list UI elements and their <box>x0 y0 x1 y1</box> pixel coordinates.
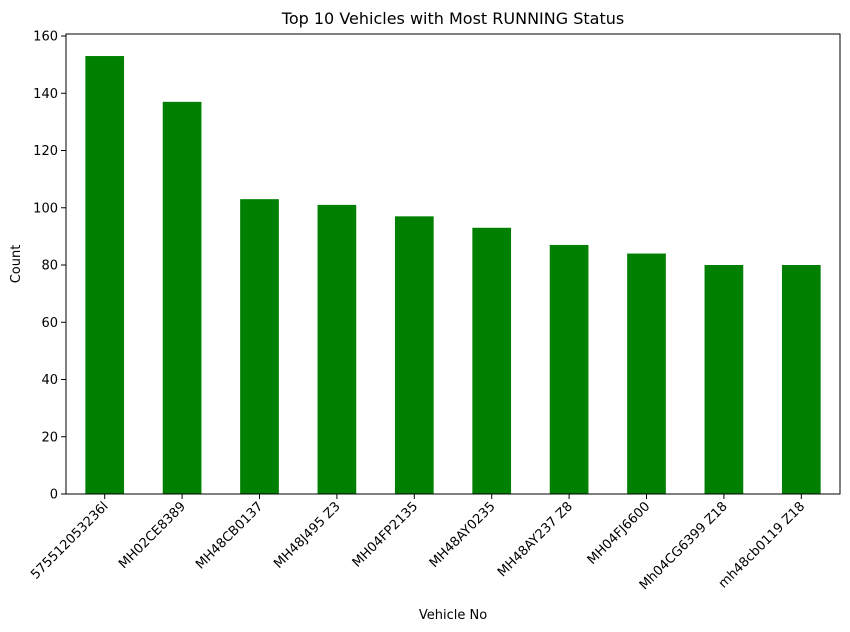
y-tick-label: 80 <box>41 259 58 274</box>
y-tick-label: 20 <box>41 430 58 445</box>
bar-2 <box>162 101 202 494</box>
bar-5 <box>394 216 434 494</box>
bar-6 <box>472 227 512 494</box>
x-tick-label: MH48J495 Z3 <box>271 499 343 571</box>
y-tick-label: 40 <box>41 373 58 388</box>
bars-group <box>85 56 821 494</box>
x-tick-label: MH48AY0235 <box>427 499 499 571</box>
y-tick-label: 120 <box>33 144 58 159</box>
bar-3 <box>240 199 279 494</box>
bar-7 <box>549 244 589 494</box>
x-tick-label: mh48cb0119 Z18 <box>716 499 808 591</box>
y-tick-label: 60 <box>41 316 58 331</box>
bar-9 <box>704 265 744 494</box>
bar-10 <box>781 265 821 494</box>
x-tick-label: MH48CB0137 <box>193 499 266 572</box>
y-tick-label: 140 <box>33 87 58 102</box>
x-tick-label: 575512053236l <box>28 499 111 582</box>
y-axis: 0 20 40 60 80 100 120 140 160 <box>33 30 66 503</box>
x-axis-title: Vehicle No <box>419 608 487 623</box>
bar-8 <box>627 253 666 494</box>
plot-frame <box>65 33 841 495</box>
x-axis: 575512053236l MH02CE8389 MH48CB0137 MH48J49… <box>28 494 808 593</box>
x-tick-label: MH04FP2135 <box>350 499 421 570</box>
bar-4 <box>317 204 357 494</box>
x-tick-label: MH02CE8389 <box>116 499 189 572</box>
y-axis-title: Count <box>9 245 24 284</box>
chart-title: Top 10 Vehicles with Most RUNNING Status <box>281 9 624 28</box>
bar-1 <box>85 56 125 494</box>
y-tick-label: 100 <box>33 201 58 216</box>
y-tick-label: 0 <box>50 488 58 503</box>
x-tick-label: MH48AY237 Z8 <box>495 499 576 580</box>
y-tick-label: 160 <box>33 30 58 45</box>
x-tick-label: MH04FJ6600 <box>585 499 654 568</box>
